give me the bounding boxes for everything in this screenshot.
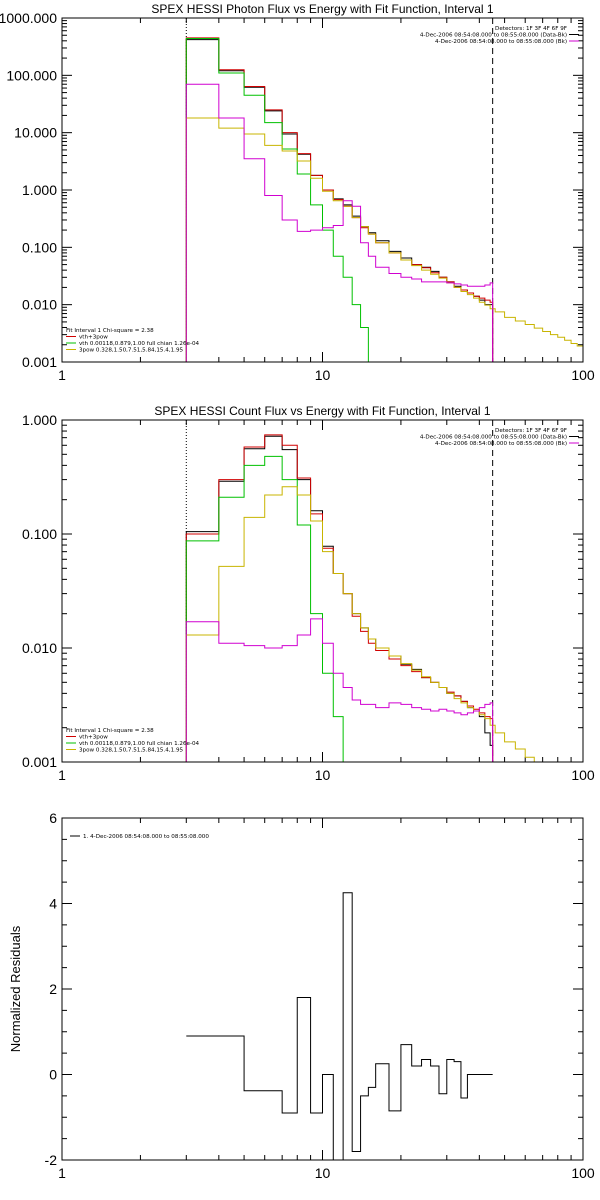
legend-entry: 4-Dec-2006 08:54:08.000 to 08:55:08.000 …	[420, 33, 567, 39]
chart-title: SPEX HESSI Count Flux vs Energy with Fit…	[154, 404, 490, 418]
series-group	[186, 892, 493, 1160]
legend-entry: Detectors: 1F 3F 4F 6F 9F	[495, 428, 567, 434]
series-line-5	[185, 83, 494, 362]
y-tick-label: 0.100	[22, 526, 57, 542]
y-tick-label: 0.010	[22, 640, 57, 656]
legend-entry: 4-Dec-2006 08:54:08.000 to 08:55:08.000 …	[435, 441, 567, 447]
y-tick-label: 0.001	[22, 754, 57, 770]
y-tick-label: 0	[49, 1067, 57, 1083]
legend-entry: 1. 4-Dec-2006 08:54:08.000 to 08:55:08.0…	[83, 834, 209, 840]
legend-entry: Detectors: 1F 3F 4F 6F 9F	[495, 26, 567, 32]
legend-entry: 4-Dec-2006 08:54:08.000 to 08:55:08.000 …	[435, 39, 567, 45]
legend-entry: 4-Dec-2006 08:54:08.000 to 08:55:08.000 …	[420, 435, 567, 441]
legend-entry: vth 0.00118,0.879,1.00 full chian 1.26e-…	[79, 741, 200, 747]
series-line-5	[185, 618, 494, 762]
chart-panel-3: Normalized Residuals 1 10 100 -2 0 2 4 6 1. 4-Dec…	[8, 810, 595, 1181]
y-tick-label: 1.000	[22, 412, 57, 428]
legend-entry: Fit Interval 1 Chi-square = 2.38	[66, 728, 154, 734]
y-tick-label: 1000.000	[0, 10, 57, 26]
y-tick-label: 4	[49, 896, 57, 912]
chart-title: SPEX HESSI Photon Flux vs Energy with Fi…	[151, 2, 493, 16]
y-tick-label: 0.010	[22, 297, 57, 313]
legend-entry: vth 0.00118,0.879,1.00 full chian 1.26e-…	[79, 341, 200, 347]
x-tick-label: 100	[571, 367, 595, 383]
legend-entry: 3pow 0.328,1.50,7.51,5.84,15.4,1.95	[79, 748, 184, 754]
y-tick-label: 2	[49, 981, 57, 997]
y-tick-label: 0.100	[22, 239, 57, 255]
x-tick-label: 10	[315, 1165, 331, 1181]
legend-entry: 3pow 0.328,1.50,7.51,5.84,15.4,1.95	[79, 348, 184, 354]
y-tick-label: 1.000	[22, 182, 57, 198]
plot-frame	[61, 419, 584, 763]
series-line-1	[186, 892, 493, 1160]
plot-frame	[61, 17, 584, 363]
chart-panel-2: SPEX HESSI Count Flux vs Energy with Fit…	[22, 404, 595, 783]
plot-frame	[61, 817, 584, 1161]
series-group	[185, 37, 583, 362]
x-tick-label: 1	[58, 1165, 66, 1181]
legend-entry: Fit Interval 1 Chi-square = 2.38	[66, 328, 154, 334]
x-tick-label: 10	[315, 767, 331, 783]
series-line-4	[185, 486, 535, 762]
x-tick-label: 1	[58, 767, 66, 783]
x-tick-label: 100	[571, 767, 595, 783]
legend-entry: vth+3pow	[79, 735, 108, 741]
y-tick-label: 100.000	[6, 67, 57, 83]
y-tick-label: 6	[49, 810, 57, 826]
y-tick-label: 10.000	[14, 125, 57, 141]
series-group	[185, 434, 535, 762]
series-line-3	[185, 37, 369, 362]
y-axis-label: Normalized Residuals	[8, 925, 23, 1052]
y-tick-label: 0.001	[22, 354, 57, 370]
series-line-3	[185, 455, 344, 762]
series-line-4	[185, 117, 583, 362]
x-tick-label: 1	[58, 367, 66, 383]
y-tick-label: -2	[45, 1152, 58, 1168]
x-tick-label: 10	[315, 367, 331, 383]
x-tick-label: 100	[571, 1165, 595, 1181]
legend-entry: vth+3pow	[79, 335, 108, 341]
chart-panel-1: SPEX HESSI Photon Flux vs Energy with Fi…	[0, 2, 595, 383]
